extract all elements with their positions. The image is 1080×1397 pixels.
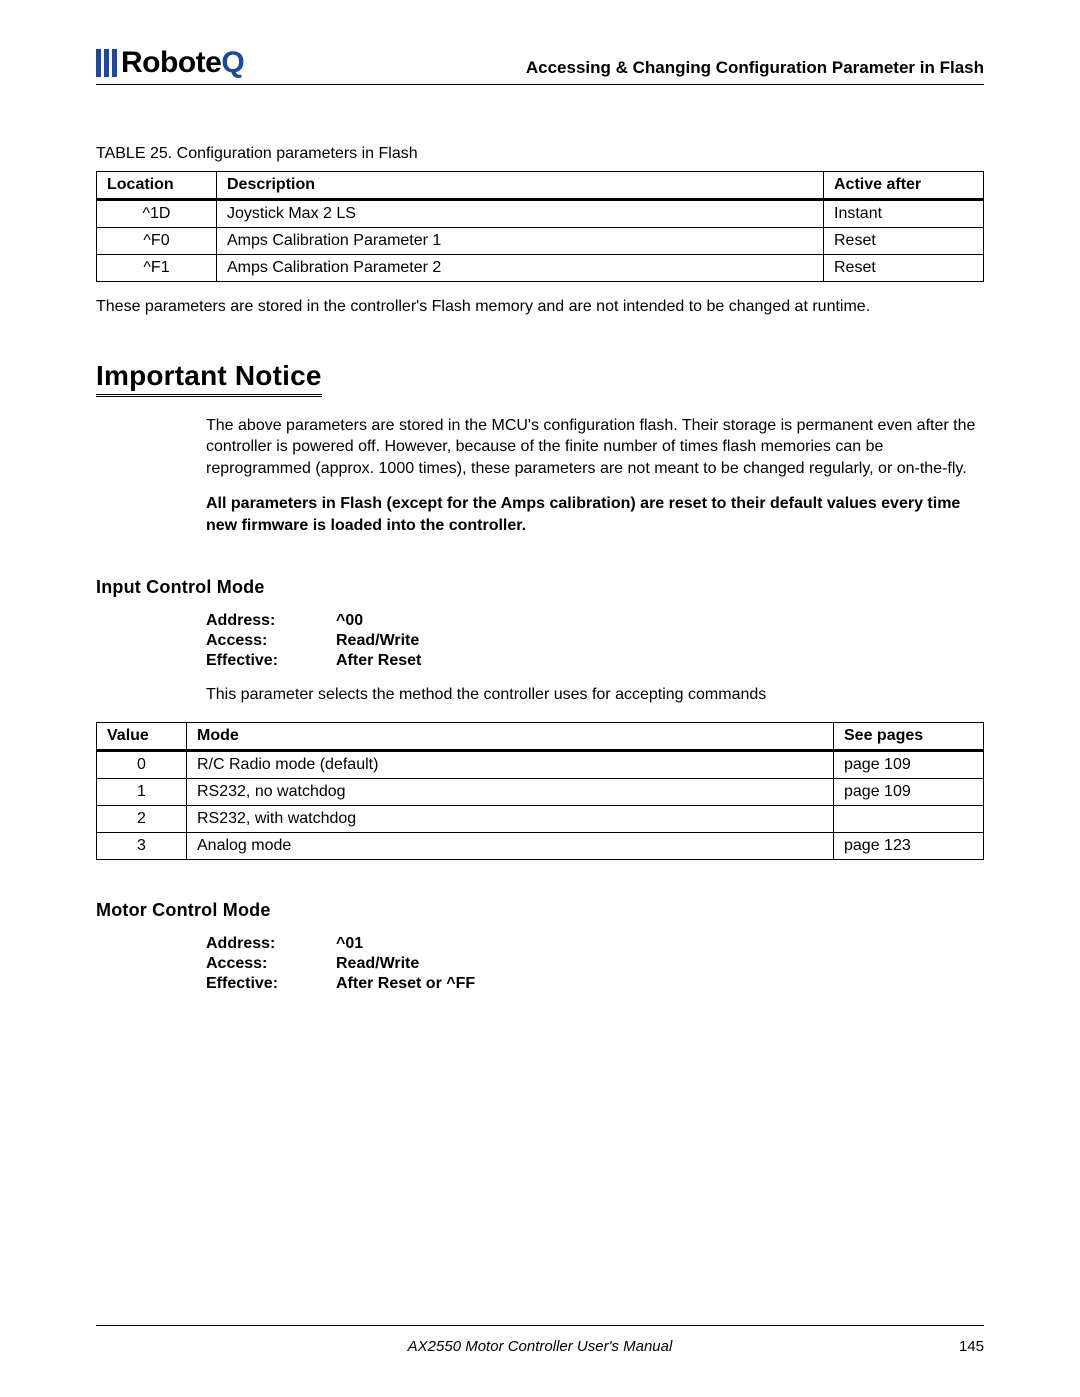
input-mode-values-table: Value Mode See pages 0 R/C Radio mode (d… (96, 722, 984, 860)
cell: 2 (97, 805, 187, 832)
logo-bars-icon (96, 49, 117, 77)
cell: 3 (97, 832, 187, 859)
cell: ^1D (97, 200, 217, 228)
table-header-row: Value Mode See pages (97, 722, 984, 750)
header-section-title: Accessing & Changing Configuration Param… (526, 58, 984, 78)
notice-para-1: The above parameters are stored in the M… (206, 415, 984, 480)
kv-row: Access:Read/Write (206, 632, 421, 652)
logo-text-q: Q (221, 46, 244, 79)
input-control-mode-heading: Input Control Mode (96, 577, 984, 598)
notice-body: The above parameters are stored in the M… (206, 415, 984, 537)
logo-text: RoboteQ (121, 48, 244, 78)
kv-key: Address: (206, 935, 336, 955)
cell: ^F1 (97, 255, 217, 282)
table-row: 1 RS232, no watchdog page 109 (97, 778, 984, 805)
important-notice-heading: Important Notice (96, 360, 322, 397)
kv-val: ^01 (336, 935, 475, 955)
cell: RS232, with watchdog (187, 805, 834, 832)
cell: Amps Calibration Parameter 2 (217, 255, 824, 282)
table-row: ^F0 Amps Calibration Parameter 1 Reset (97, 228, 984, 255)
col-value: Value (97, 722, 187, 750)
kv-key: Address: (206, 612, 336, 632)
kv-key: Effective: (206, 975, 336, 995)
kv-val: After Reset (336, 652, 421, 672)
cell: RS232, no watchdog (187, 778, 834, 805)
after-table1-para: These parameters are stored in the contr… (96, 296, 984, 318)
brand-logo: RoboteQ (96, 48, 244, 78)
kv-val: Read/Write (336, 632, 421, 652)
cell: Reset (824, 228, 984, 255)
table-row: ^1D Joystick Max 2 LS Instant (97, 200, 984, 228)
kv-key: Access: (206, 632, 336, 652)
col-active-after: Active after (824, 172, 984, 200)
cell: Reset (824, 255, 984, 282)
kv-row: Address:^01 (206, 935, 475, 955)
config-params-table: Location Description Active after ^1D Jo… (96, 171, 984, 282)
kv-row: Effective:After Reset or ^FF (206, 975, 475, 995)
motor-mode-kv: Address:^01 Access:Read/Write Effective:… (206, 935, 475, 995)
kv-val: After Reset or ^FF (336, 975, 475, 995)
table1-caption: TABLE 25. Configuration parameters in Fl… (96, 145, 984, 163)
page-footer: AX2550 Motor Controller User's Manual 14… (96, 1325, 984, 1355)
input-mode-kv: Address:^00 Access:Read/Write Effective:… (206, 612, 421, 672)
cell: Amps Calibration Parameter 1 (217, 228, 824, 255)
cell: Analog mode (187, 832, 834, 859)
table-header-row: Location Description Active after (97, 172, 984, 200)
cell: page 109 (834, 778, 984, 805)
table-row: 2 RS232, with watchdog (97, 805, 984, 832)
col-mode: Mode (187, 722, 834, 750)
table-row: ^F1 Amps Calibration Parameter 2 Reset (97, 255, 984, 282)
cell: Instant (824, 200, 984, 228)
table1-block: TABLE 25. Configuration parameters in Fl… (96, 145, 984, 318)
document-page: RoboteQ Accessing & Changing Configurati… (0, 0, 1080, 1397)
col-location: Location (97, 172, 217, 200)
col-description: Description (217, 172, 824, 200)
cell: ^F0 (97, 228, 217, 255)
kv-row: Effective:After Reset (206, 652, 421, 672)
cell: Joystick Max 2 LS (217, 200, 824, 228)
table-row: 3 Analog mode page 123 (97, 832, 984, 859)
input-mode-desc: This parameter selects the method the co… (206, 686, 984, 704)
table-row: 0 R/C Radio mode (default) page 109 (97, 750, 984, 778)
kv-key: Access: (206, 955, 336, 975)
kv-key: Effective: (206, 652, 336, 672)
kv-row: Access:Read/Write (206, 955, 475, 975)
kv-val: Read/Write (336, 955, 475, 975)
col-see-pages: See pages (834, 722, 984, 750)
motor-control-mode-heading: Motor Control Mode (96, 900, 984, 921)
cell: R/C Radio mode (default) (187, 750, 834, 778)
kv-val: ^00 (336, 612, 421, 632)
footer-manual-title: AX2550 Motor Controller User's Manual (408, 1338, 673, 1355)
footer-page-number: 145 (959, 1338, 984, 1355)
cell (834, 805, 984, 832)
cell: 1 (97, 778, 187, 805)
logo-text-main: Robote (121, 46, 221, 79)
kv-row: Address:^00 (206, 612, 421, 632)
page-header: RoboteQ Accessing & Changing Configurati… (96, 48, 984, 85)
notice-para-2: All parameters in Flash (except for the … (206, 493, 984, 536)
cell: page 109 (834, 750, 984, 778)
cell: 0 (97, 750, 187, 778)
cell: page 123 (834, 832, 984, 859)
